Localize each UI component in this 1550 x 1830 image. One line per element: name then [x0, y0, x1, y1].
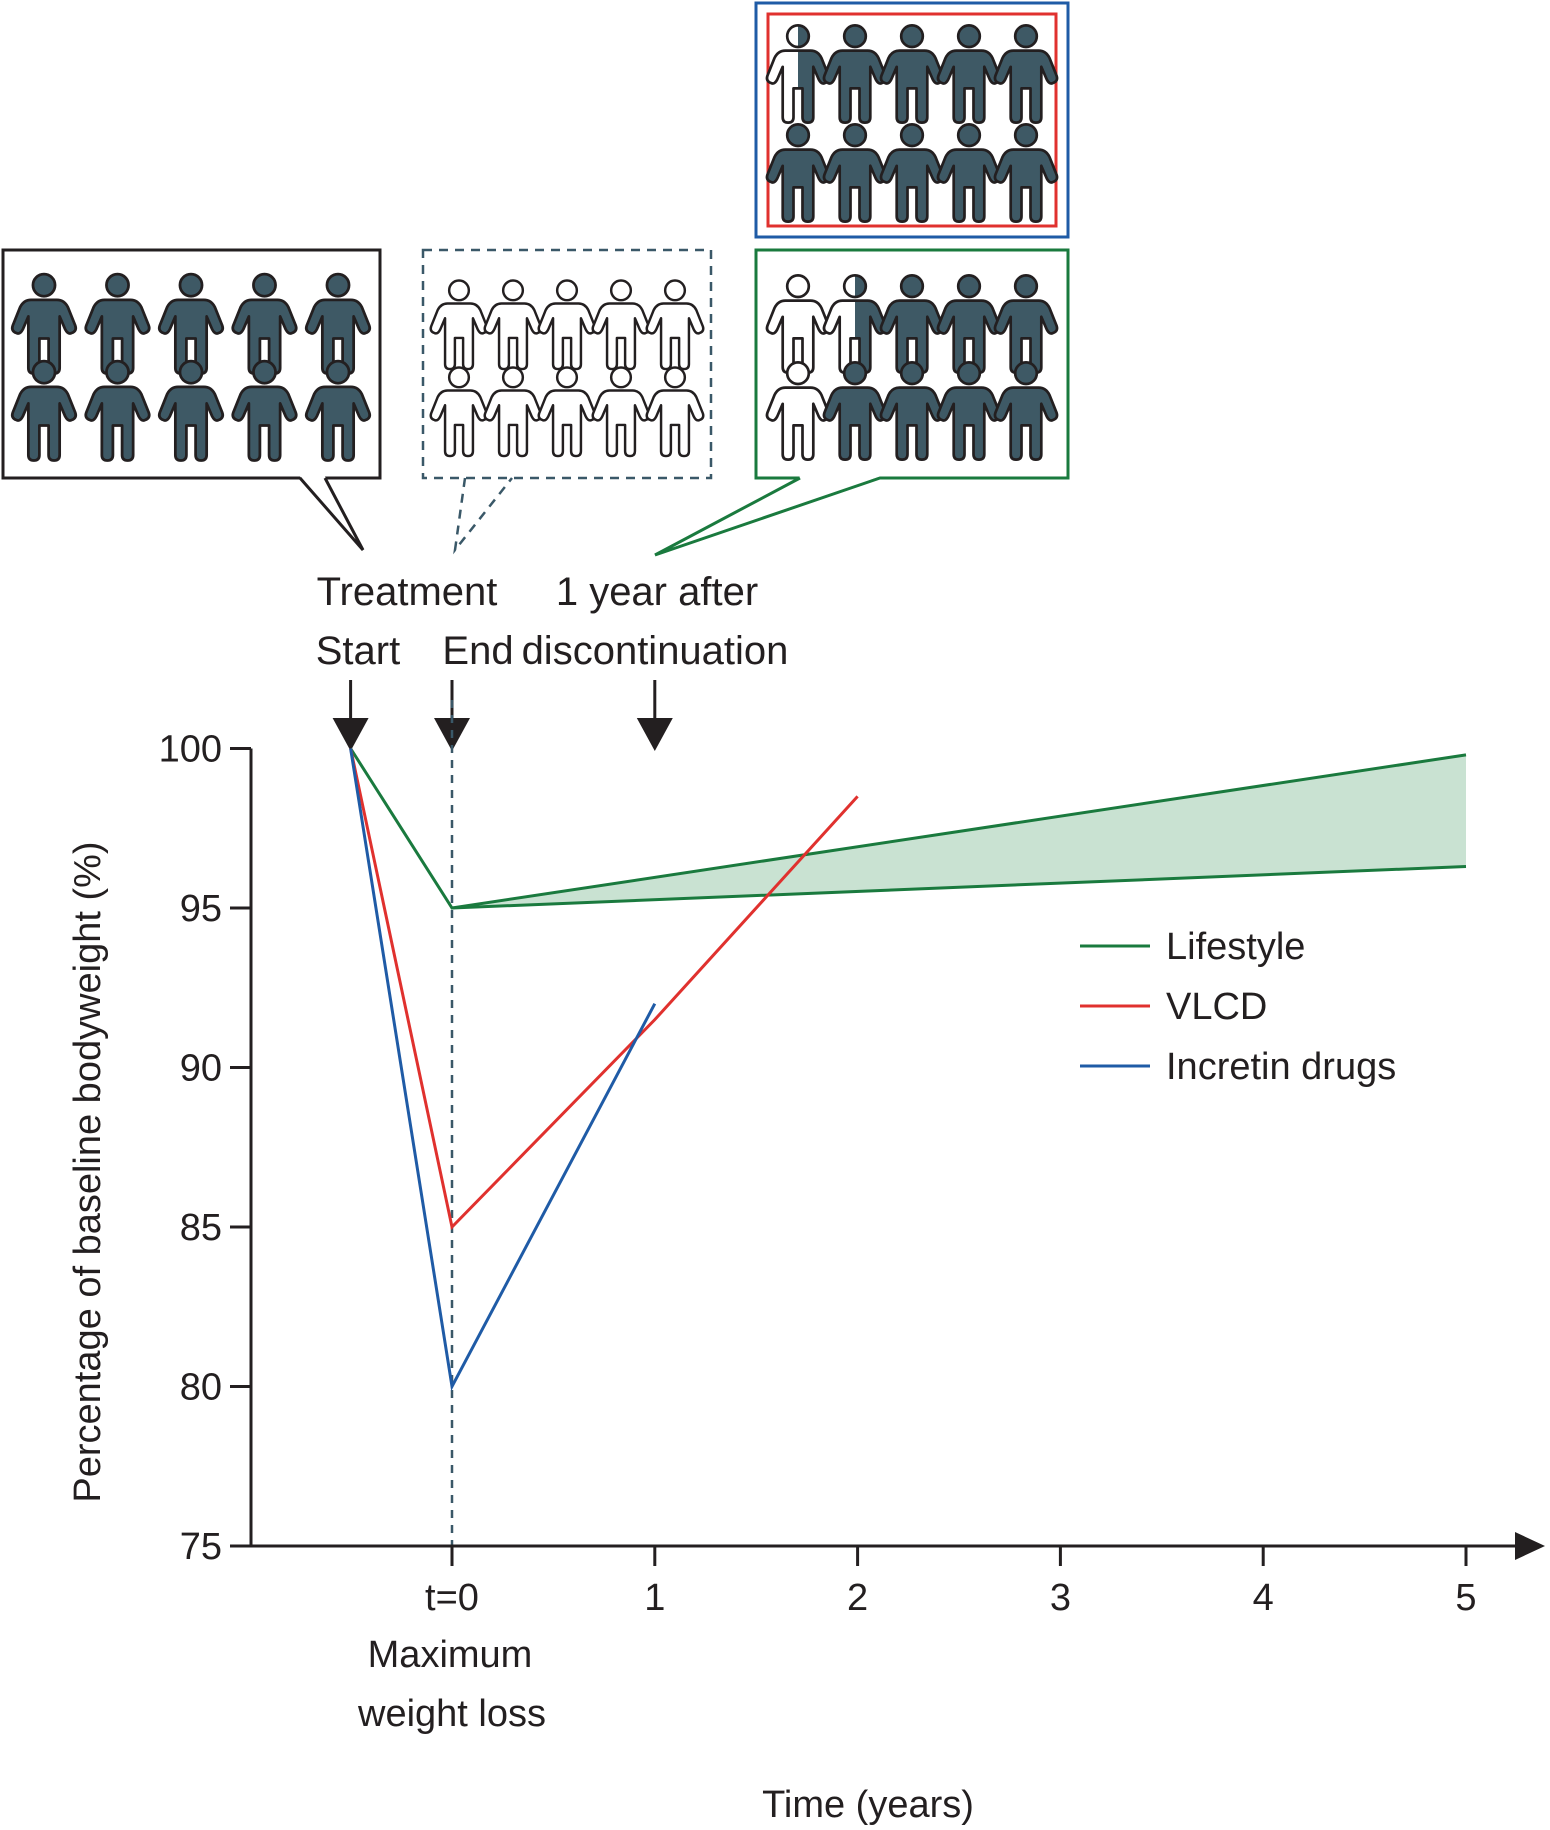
- marker-label-end: End: [442, 629, 513, 673]
- panel-start: [1, 248, 382, 551]
- x-tick-label: 3: [1050, 1577, 1071, 1619]
- lifestyle-lower-bound-line: [451, 865, 1467, 910]
- series-line-vlcd: [349, 748, 859, 1231]
- y-tick-label: 95: [180, 888, 222, 930]
- panel-after-vlcd-incretin: [754, 1, 1070, 239]
- marker-arrows: [332, 680, 673, 751]
- legend: Lifestyle VLCD Incretin drugs: [1080, 926, 1396, 1088]
- y-tick-label: 75: [180, 1526, 222, 1568]
- x-tick-label: 5: [1455, 1577, 1476, 1619]
- x-tick-label: 1: [644, 1577, 665, 1619]
- series-line-lifestyle: [349, 747, 1467, 910]
- y-tick-label: 80: [180, 1367, 222, 1409]
- axes: 75 80 85 90 95 100 t=0 1 2 3 4 5: [159, 729, 1545, 1619]
- x-tick-label: 2: [847, 1577, 868, 1619]
- marker-group-label-treatment: Treatment: [317, 570, 498, 614]
- y-tick-label: 85: [180, 1207, 222, 1249]
- x-tick-label: t=0: [425, 1577, 479, 1619]
- legend-label-vlcd: VLCD: [1166, 986, 1267, 1028]
- legend-label-lifestyle: Lifestyle: [1166, 926, 1305, 968]
- panel-end: [421, 248, 713, 555]
- x-axis-title: Time (years): [762, 1784, 974, 1826]
- marker-label-start: Start: [316, 629, 400, 673]
- y-axis-ticks: 75 80 85 90 95 100: [159, 729, 251, 1568]
- y-axis-title: Percentage of baseline bodyweight (%): [67, 841, 109, 1502]
- marker-arrowhead: [636, 718, 673, 751]
- timeline-annotations: Treatment Start End 1 year after discont…: [316, 570, 789, 751]
- legend-label-incretin: Incretin drugs: [1166, 1046, 1396, 1088]
- series-line-incretin-drugs: [349, 748, 657, 1392]
- series-lines: [349, 747, 1467, 1392]
- y-tick-label: 90: [180, 1048, 222, 1090]
- marker-group-label-after: 1 year after: [556, 570, 758, 614]
- x-tick-sublabel-weight-loss: weight loss: [357, 1693, 546, 1735]
- chart-area: 75 80 85 90 95 100 t=0 1 2 3 4 5 Maximum weight lo…: [67, 700, 1545, 1826]
- panel-after-lifestyle: [654, 248, 1070, 557]
- x-axis-arrowhead: [1515, 1532, 1545, 1560]
- marker-arrowhead: [332, 718, 369, 751]
- people-panels: [1, 1, 1070, 557]
- y-tick-label: 100: [159, 729, 222, 771]
- marker-label-discontinuation: discontinuation: [522, 629, 789, 673]
- x-tick-sublabel-maximum: Maximum: [368, 1634, 533, 1676]
- x-axis-ticks: t=0 1 2 3 4 5: [425, 1546, 1477, 1619]
- x-tick-label: 4: [1253, 1577, 1274, 1619]
